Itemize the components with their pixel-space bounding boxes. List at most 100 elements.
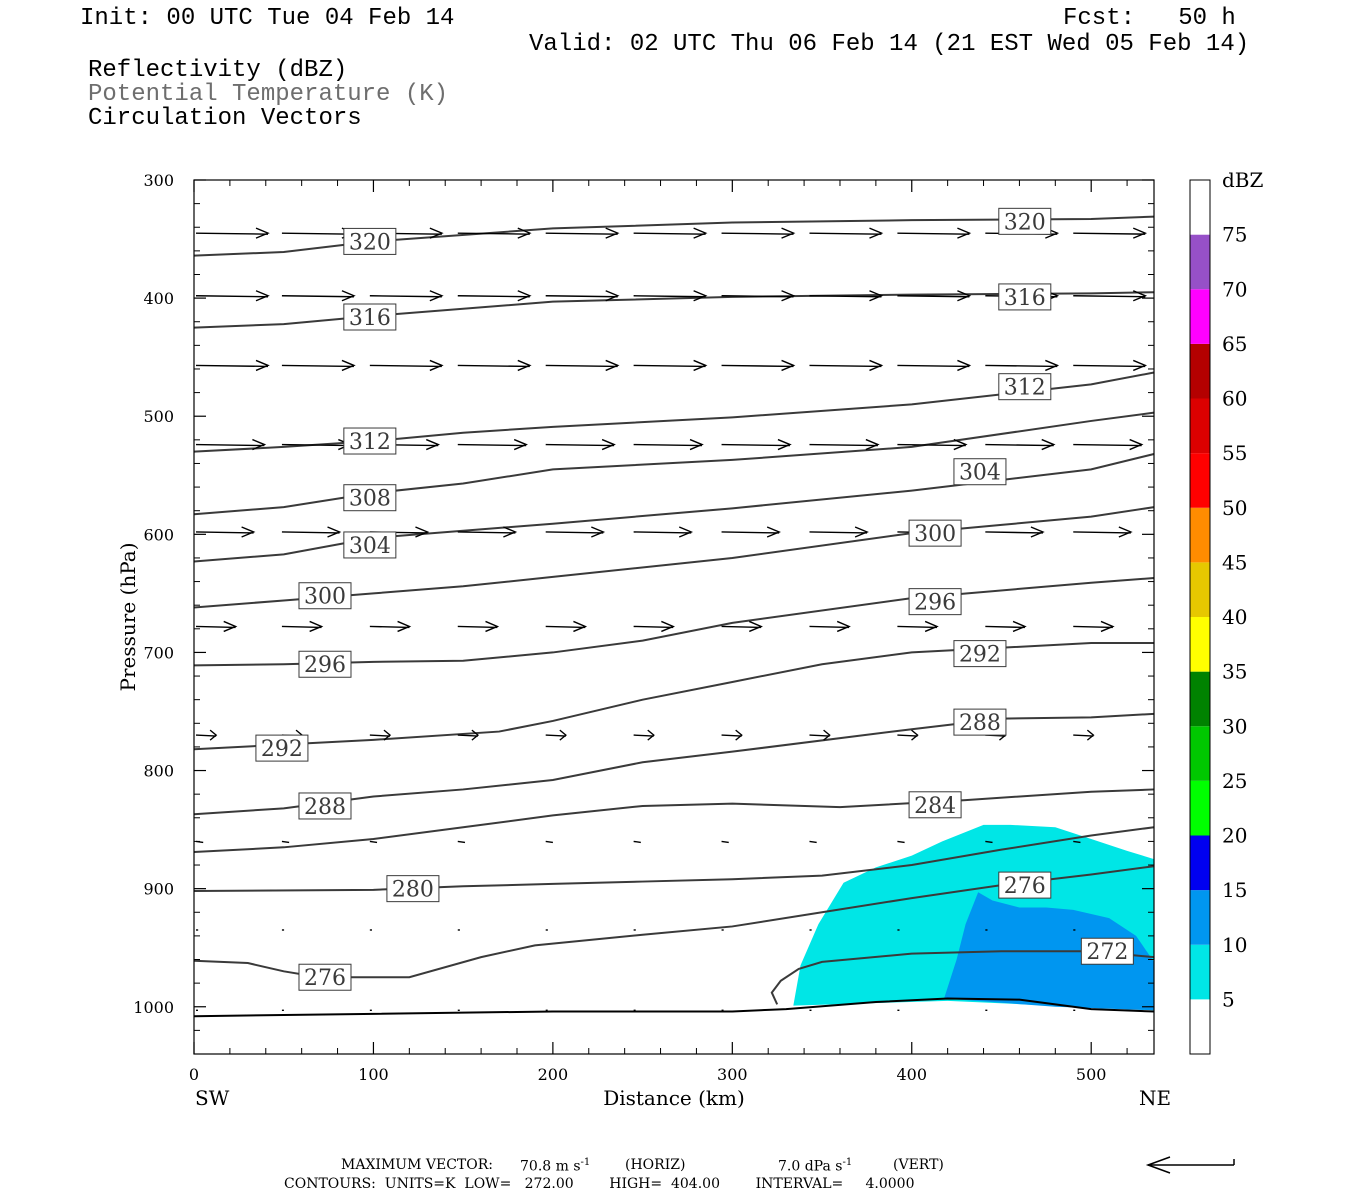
contour-label-box [298, 963, 352, 991]
colorbar-frame [1189, 179, 1211, 1055]
circulation-vector [1073, 729, 1095, 741]
circulation-vector [545, 526, 606, 538]
colorbar-swatch [1190, 890, 1210, 945]
circulation-vector [721, 227, 796, 239]
circulation-vector [369, 359, 444, 372]
contour-label: 300 [304, 585, 346, 610]
theta-contour-316 [193, 291, 1155, 329]
circulation-vector [281, 359, 356, 372]
circulation-vector [897, 227, 972, 239]
colorbar-swatch [1190, 726, 1210, 781]
contour-label: 320 [349, 230, 391, 255]
circulation-vector [809, 438, 880, 451]
valid-time: Valid: 02 UTC Thu 06 Feb 14 (21 EST Wed … [529, 31, 1250, 58]
theta-contour-308 [193, 411, 1155, 516]
x-tick-label: 100 [358, 1065, 389, 1084]
colorbar-swatch [1190, 343, 1210, 399]
colorbar-swatch [1190, 180, 1210, 235]
colorbar-swatch [1190, 453, 1210, 508]
theta-contour-276 [193, 865, 1155, 979]
circulation-vector [369, 620, 412, 633]
circulation-vector [457, 359, 532, 372]
colorbar-label: 70 [1222, 277, 1247, 301]
contour-label-box [298, 792, 352, 820]
init-time: Init: 00 UTC Tue 04 Feb 14 [80, 5, 455, 32]
circulation-vector [985, 620, 1027, 633]
circulation-vector [633, 840, 641, 844]
x-axis-label: Distance (km) [603, 1086, 745, 1110]
colorbar-swatch [1190, 944, 1210, 1000]
circulation-vector [457, 840, 466, 844]
circulation-vector [545, 227, 620, 239]
contour-label: 320 [1004, 210, 1046, 235]
contour-label: 288 [959, 711, 1001, 736]
circulation-vector [809, 840, 817, 844]
contour-label-box [343, 227, 397, 255]
y-tick-label: 1000 [133, 998, 174, 1017]
circulation-vector [457, 620, 500, 633]
circulation-vector [633, 620, 676, 633]
contour-label-box [386, 875, 440, 903]
circulation-vector [281, 620, 324, 633]
colorbar-label: 75 [1222, 223, 1247, 247]
colorbar-label: 10 [1222, 933, 1247, 957]
contour-label: 312 [349, 430, 391, 455]
circulation-vector [281, 438, 353, 451]
contour-label-box [343, 484, 397, 512]
contour-label-box [298, 582, 352, 610]
circulation-vector [985, 359, 1060, 372]
colorbar-label: 45 [1222, 550, 1247, 574]
contour-label-box [908, 588, 962, 616]
colorbar-swatch [1190, 671, 1210, 727]
colorbar-swatch [1190, 780, 1210, 836]
dbz-colorbar: 5 10 15 20 25 30 35 40 45 50 55 60 65 70 75 [1189, 179, 1247, 1055]
circulation-vector [281, 526, 342, 538]
circulation-vector [195, 620, 238, 633]
circulation-vector [633, 438, 704, 451]
circulation-vector [633, 729, 655, 741]
circulation-vector [633, 290, 708, 302]
circulation-vector [1073, 840, 1081, 844]
circulation-vector [809, 526, 869, 538]
circulation-vector [195, 227, 270, 239]
circulation-vector [457, 227, 532, 239]
colorbar-swatch [1190, 507, 1210, 563]
theta-contour-304 [193, 453, 1155, 563]
contour-label-box [343, 531, 397, 559]
max-horiz-value: 70.8 m s-1 [520, 1157, 591, 1175]
colorbar-swatch [1190, 999, 1210, 1054]
contour-label: 304 [959, 461, 1001, 486]
contour-label: 292 [261, 737, 303, 762]
circulation-vector [721, 729, 743, 741]
theta-contour-272 [770, 950, 1155, 1005]
max-vert-value: 7.0 dPa s-1 [778, 1157, 853, 1175]
circulation-vector [1073, 620, 1115, 633]
contour-label: 276 [1004, 874, 1046, 899]
field-theta-label: Potential Temperature (K) [88, 81, 449, 108]
circulation-vector [721, 290, 796, 302]
contours-info: CONTOURS: UNITS=K LOW= 272.00 HIGH= 404.… [284, 1176, 915, 1192]
y-tick-label: 400 [143, 289, 174, 308]
colorbar-swatch [1190, 234, 1210, 290]
circulation-vector [809, 620, 851, 633]
circulation-vector [721, 438, 792, 451]
contour-label-box [255, 734, 309, 762]
circulation-vector [457, 526, 518, 538]
reflectivity-layer [793, 824, 1154, 1011]
contour-label: 284 [914, 794, 956, 819]
sw-endpoint-label: SW [195, 1086, 230, 1110]
field-vectors-label: Circulation Vectors [88, 105, 362, 132]
circulation-vector [545, 359, 620, 372]
circulation-vector [457, 438, 528, 451]
circulation-vector [1073, 227, 1148, 239]
circulation-vector [897, 290, 972, 302]
contour-label-box [953, 640, 1007, 668]
colorbar-swatch [1190, 562, 1210, 617]
axes-layer: 300 400 500 600 700 800 900 1000 0 100 200 300 400 50… [133, 171, 1154, 1084]
colorbar-label: 60 [1222, 387, 1247, 411]
circulation-vector [281, 840, 290, 844]
circulation-vector [545, 840, 553, 844]
reference-vector-arrow-icon [1145, 1156, 1235, 1174]
circulation-vector [809, 729, 831, 741]
circulation-vector [457, 290, 532, 302]
